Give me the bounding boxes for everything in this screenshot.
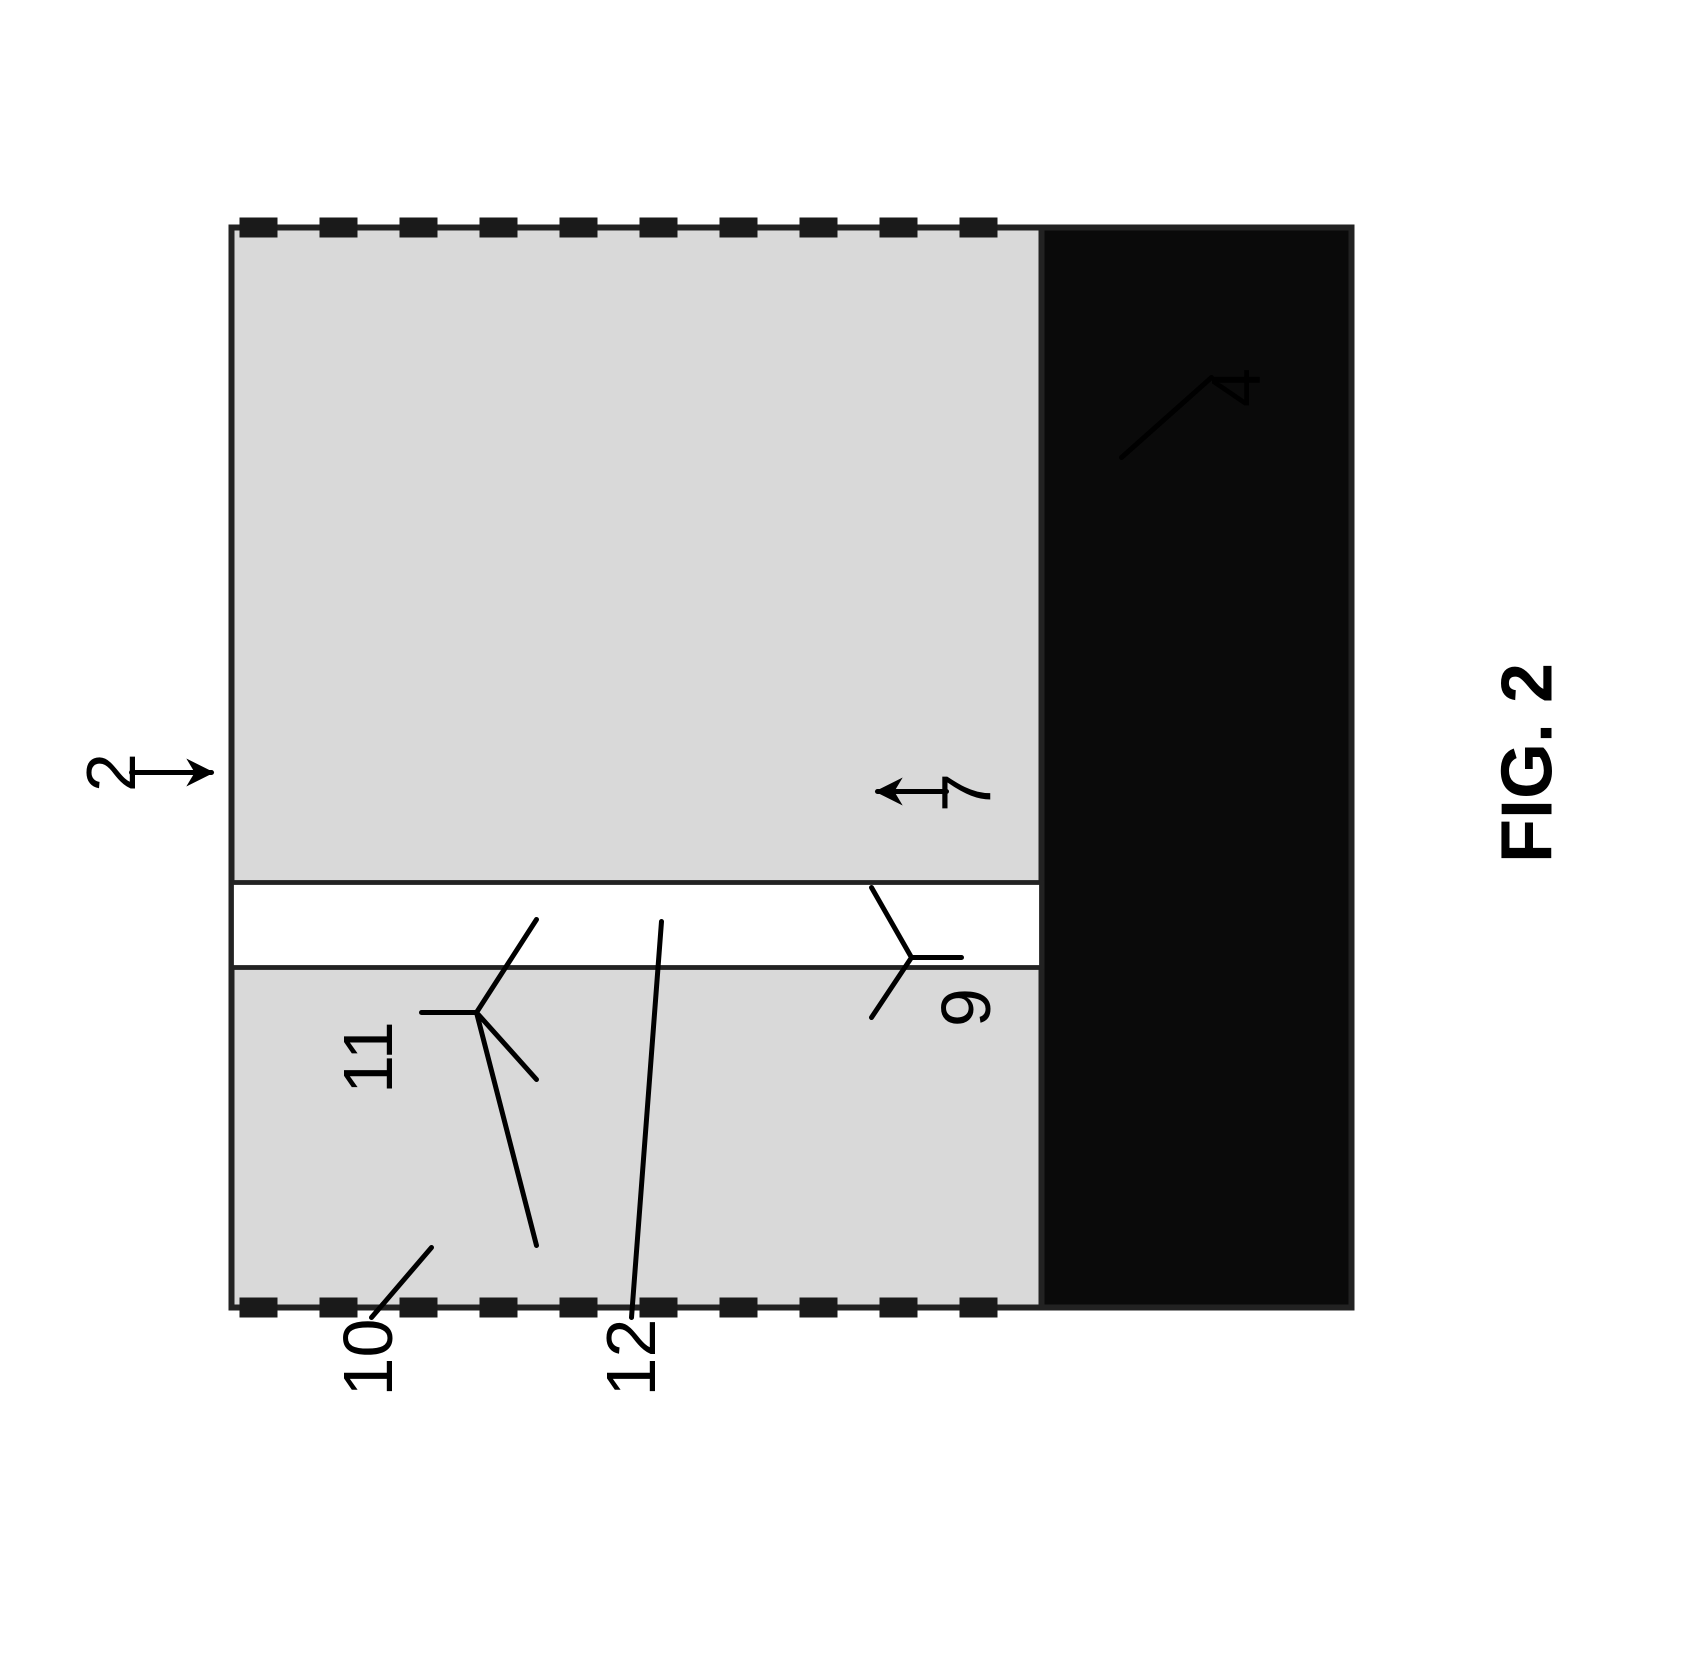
label-11: 11: [329, 1021, 407, 1094]
label-10: 10: [329, 1319, 407, 1397]
label-2: 2: [72, 753, 150, 792]
center-slot: [232, 883, 1042, 968]
label-9: 9: [927, 988, 1005, 1027]
label-7: 7: [927, 773, 1005, 812]
label-4: 4: [1197, 368, 1275, 407]
label-12: 12: [592, 1319, 670, 1397]
figure-caption: FIG. 2: [1488, 663, 1568, 863]
figure-svg: 2 4 7 9 10 11 12 FIG. 2: [0, 0, 1689, 1666]
